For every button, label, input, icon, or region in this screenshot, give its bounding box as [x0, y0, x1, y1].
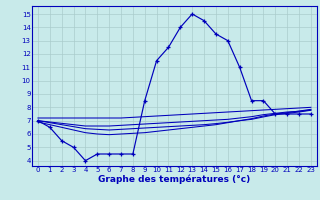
X-axis label: Graphe des températures (°c): Graphe des températures (°c)	[98, 175, 251, 184]
